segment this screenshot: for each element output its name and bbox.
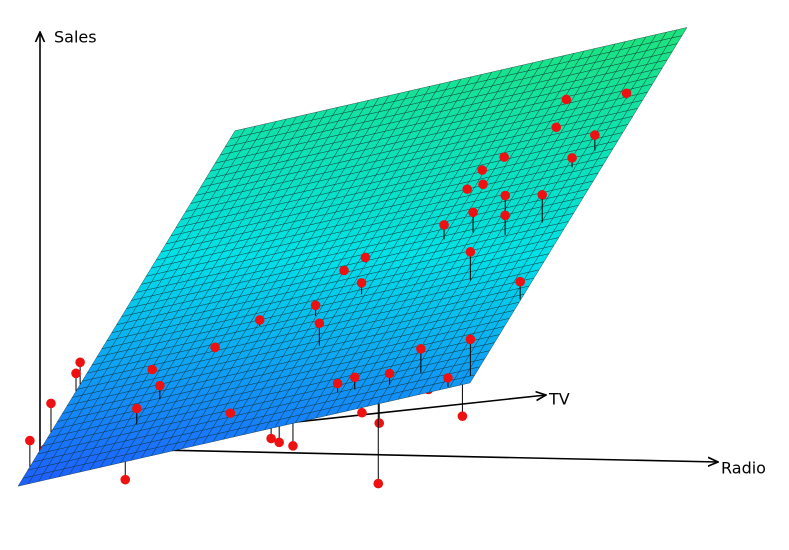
data-point [457,411,468,421]
data-point [288,441,298,451]
data-point [314,318,325,329]
data-point [349,372,360,383]
data-point [147,364,158,375]
data-point [25,435,35,446]
data-point [225,408,236,418]
data-point [621,88,632,99]
data-point [465,334,476,345]
data-point [360,252,371,263]
data-point [515,276,525,287]
points-above-plane [25,88,632,467]
y-axis-label: Radio [721,459,766,478]
data-point [254,315,265,325]
data-point [499,152,509,162]
plane-cell [671,27,688,39]
data-point [416,344,426,354]
data-point [443,373,453,383]
data-point [465,247,476,257]
y-axis [111,448,718,462]
data-point [75,357,85,368]
data-point [266,433,276,444]
data-point [551,122,562,133]
data-point [46,398,56,409]
x-axis-label: TV [548,390,570,409]
data-point [478,179,488,190]
data-point [500,210,510,221]
data-point [310,300,321,311]
data-point [210,342,220,353]
data-point [131,403,142,414]
data-point [155,380,165,391]
data-point [120,474,131,485]
data-point [384,368,395,379]
data-point [332,378,343,389]
data-point [274,437,284,448]
data-point [374,418,385,428]
data-point [561,94,572,105]
data-point [71,368,81,379]
data-point [537,189,548,200]
z-axis-label: Sales [54,28,97,47]
data-point [356,278,367,288]
data-point [468,207,478,218]
data-point [590,130,600,140]
data-point [500,190,511,201]
data-point [477,165,488,175]
regression-plane [17,27,688,487]
data-point [439,220,449,230]
data-point [462,184,473,194]
data-point [339,265,349,276]
data-point [357,407,367,418]
data-point [567,153,577,163]
data-point [373,478,384,489]
